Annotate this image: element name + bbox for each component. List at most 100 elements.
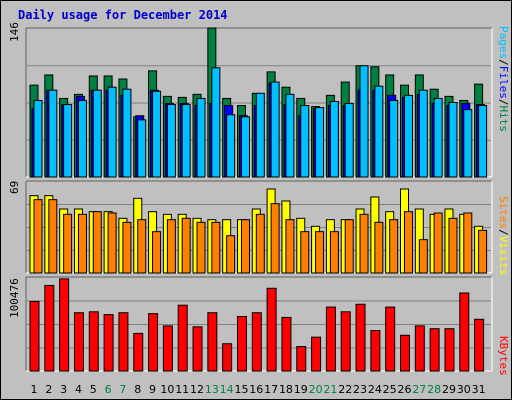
- sites-bar: [255, 213, 265, 274]
- kbytes-bar: [385, 306, 396, 372]
- pages-bar: [359, 65, 369, 178]
- day-tick-label: 4: [75, 383, 82, 396]
- sites-bar: [329, 231, 339, 274]
- kbytes-bar: [192, 326, 203, 372]
- sites-bar: [270, 203, 280, 274]
- sites-bar: [196, 221, 206, 274]
- sites-bar: [77, 213, 87, 274]
- kbytes-bar: [459, 292, 470, 372]
- sites-bar: [389, 219, 399, 274]
- day-tick-label: 3: [60, 383, 67, 396]
- day-tick-label: 15: [234, 383, 248, 396]
- kbytes-bar: [44, 284, 55, 372]
- kbytes-bar: [266, 287, 277, 372]
- pages-bar: [240, 116, 250, 178]
- pages-bar: [433, 97, 443, 178]
- pages-bar: [329, 100, 339, 178]
- day-tick-label: 8: [134, 383, 141, 396]
- kbytes-bar: [400, 334, 410, 372]
- day-tick-label: 2: [45, 383, 52, 396]
- sites-bar: [300, 231, 310, 274]
- sites-bar: [33, 199, 43, 274]
- pages-bar: [315, 107, 325, 178]
- pages-bar: [226, 114, 236, 178]
- pages-bar: [181, 104, 191, 178]
- sites-bar: [92, 211, 102, 274]
- pages-bar: [300, 105, 310, 178]
- pages-bar: [418, 89, 428, 178]
- sites-bar: [240, 219, 250, 274]
- pages-bar: [63, 104, 73, 178]
- chart-title: Daily usage for December 2014: [18, 8, 228, 22]
- sites-bar: [48, 199, 58, 274]
- pages-bar: [48, 89, 58, 178]
- day-tick-label: 7: [119, 383, 126, 396]
- pages-bar: [196, 97, 206, 178]
- pages-bar: [77, 99, 87, 178]
- kbytes-bar: [118, 312, 129, 372]
- pages-bar: [448, 102, 458, 178]
- sites-bar: [374, 221, 384, 274]
- kbytes-bar: [148, 313, 159, 372]
- sites-bar: [137, 219, 147, 274]
- kbytes-bar: [29, 300, 40, 372]
- kbytes-bar: [133, 332, 144, 372]
- pages-bar: [389, 99, 399, 178]
- sites-bar: [122, 221, 132, 274]
- day-tick-label: 27: [412, 383, 426, 396]
- day-tick-label: 10: [160, 383, 174, 396]
- kbytes-bar: [236, 315, 247, 372]
- day-tick-label: 26: [398, 383, 412, 396]
- pages-bar: [463, 109, 473, 178]
- kbytes-bar: [251, 312, 262, 372]
- pages-bar: [211, 67, 221, 178]
- pages-bar: [285, 93, 295, 178]
- pages-bar: [152, 90, 162, 178]
- pages-bar: [344, 103, 354, 178]
- pages-bar: [137, 119, 147, 178]
- sites-bar: [463, 212, 473, 274]
- kbytes-bar: [207, 312, 218, 372]
- day-tick-label: 29: [442, 383, 456, 396]
- day-tick-label: 23: [353, 383, 367, 396]
- kbytes-bar: [88, 311, 99, 372]
- day-tick-label: 30: [457, 383, 471, 396]
- day-tick-label: 5: [90, 383, 97, 396]
- sites-bar: [418, 239, 428, 274]
- sites-bar: [226, 235, 236, 274]
- day-tick-label: 17: [264, 383, 278, 396]
- kbytes-bar: [325, 306, 336, 372]
- day-tick-label: 22: [338, 383, 352, 396]
- day-tick-label: 28: [427, 383, 441, 396]
- kbytes-bar: [222, 343, 233, 372]
- pages-bar: [166, 104, 176, 178]
- sites-bar: [344, 219, 354, 274]
- day-tick-label: 12: [190, 383, 204, 396]
- pages-bar: [270, 81, 280, 178]
- pages-bar: [404, 94, 413, 178]
- kbytes-bar: [73, 312, 84, 372]
- kbytes-bar: [281, 316, 292, 372]
- day-tick-label: 6: [105, 383, 112, 396]
- sites-bar: [315, 231, 325, 274]
- kbytes-bar: [355, 303, 366, 372]
- sites-bar: [433, 212, 443, 274]
- sites-bar: [211, 221, 221, 274]
- sites-bar: [166, 219, 176, 274]
- sites-bar: [404, 211, 413, 274]
- pages-bar: [478, 105, 488, 178]
- day-tick-label: 31: [472, 383, 486, 396]
- day-tick-label: 9: [149, 383, 156, 396]
- day-tick-label: 14: [220, 383, 234, 396]
- sites-bar: [152, 231, 162, 274]
- sites-bar: [285, 219, 295, 274]
- kbytes-bar: [311, 336, 322, 372]
- kbytes-bar: [162, 325, 173, 372]
- kbytes-bar: [444, 328, 455, 372]
- sites-bar: [63, 213, 73, 274]
- sites-bar: [448, 217, 458, 274]
- pages-bar: [33, 99, 43, 178]
- pages-bar: [122, 88, 132, 178]
- day-tick-label: 20: [309, 383, 323, 396]
